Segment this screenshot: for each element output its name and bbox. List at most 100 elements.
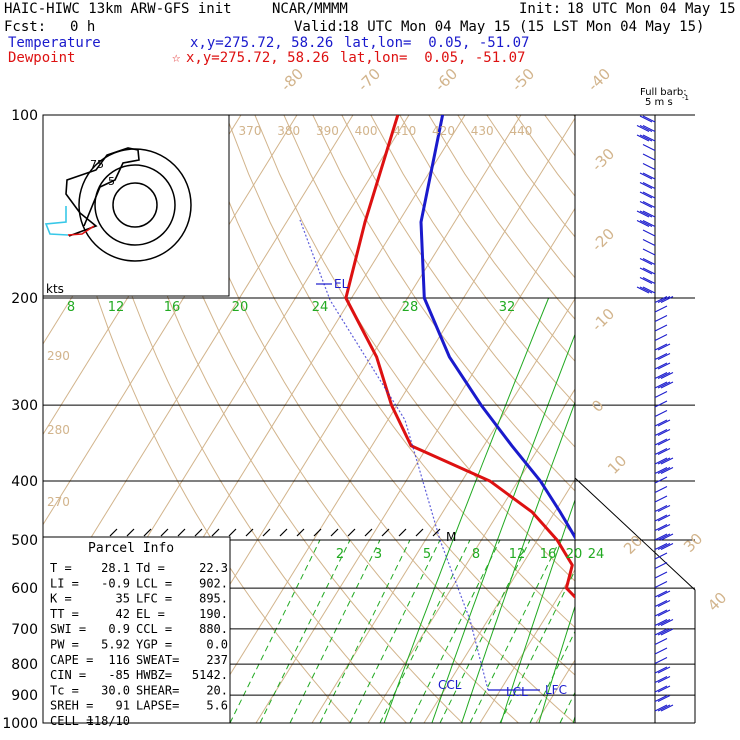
wind-barb bbox=[654, 391, 668, 398]
mixing-ratio-label: 24 bbox=[588, 547, 605, 562]
pressure-tick-label: 700 bbox=[11, 622, 38, 638]
wind-barb bbox=[657, 533, 671, 541]
wind-barb bbox=[636, 134, 650, 142]
dry-adiabat-line bbox=[196, 115, 575, 676]
pressure-tick-label: 300 bbox=[11, 398, 38, 414]
plot-border bbox=[42, 114, 576, 724]
wind-barb bbox=[642, 201, 656, 208]
pressure-tick-label: 200 bbox=[11, 291, 38, 307]
wind-barb bbox=[642, 210, 656, 218]
wind-barb bbox=[657, 676, 671, 683]
temperature-latlon: lat,lon= 0.05, -51.07 bbox=[344, 35, 530, 51]
dry-adiabat-line bbox=[370, 115, 575, 405]
dry-adiabat-line bbox=[661, 115, 740, 736]
isotherm-line bbox=[535, 659, 575, 723]
isotherm-line bbox=[43, 115, 298, 526]
wind-barb bbox=[654, 448, 668, 455]
isotherm-label: -70 bbox=[354, 65, 384, 95]
mixing-ratio-label: 2 bbox=[336, 547, 344, 562]
wind-barb bbox=[654, 657, 668, 664]
valid-value: 18 UTC Mon 04 May 15 (15 LST Mon 04 May … bbox=[342, 19, 705, 35]
moist-adiabat-line bbox=[469, 539, 561, 723]
lcl-label: LCL bbox=[506, 685, 528, 699]
wind-barb bbox=[657, 619, 671, 626]
freezing-level-tick bbox=[364, 528, 373, 537]
wind-barb bbox=[654, 676, 668, 683]
parcel-row-label: K = bbox=[50, 592, 72, 606]
wind-barb bbox=[654, 381, 668, 389]
melting-level-label: M bbox=[446, 530, 456, 544]
theta-label: 380 bbox=[277, 124, 300, 138]
wind-barb bbox=[657, 429, 671, 436]
wind-barb bbox=[660, 381, 674, 389]
lfc-label: LFC bbox=[545, 683, 567, 697]
mixing-ratio-label: 16 bbox=[164, 300, 181, 315]
parcel-row-value: 5.92 bbox=[101, 638, 130, 652]
dewpoint-star-icon: ☆ bbox=[172, 50, 181, 66]
wind-barb bbox=[654, 581, 668, 588]
isotherm-label: 10 bbox=[604, 452, 630, 478]
wind-barb bbox=[636, 220, 650, 227]
wind-barb bbox=[639, 182, 653, 189]
theta-label: 370 bbox=[239, 124, 262, 138]
isotherm-line bbox=[423, 478, 575, 723]
wind-barb bbox=[639, 286, 653, 294]
hodograph-trace-surface bbox=[67, 225, 95, 236]
parcel-row-label: CIN = bbox=[50, 668, 86, 682]
dry-adiabat-line bbox=[341, 115, 575, 448]
pressure-tick-label: 1000 bbox=[2, 716, 38, 732]
mixing-ratio-line bbox=[461, 400, 575, 723]
wind-barb bbox=[657, 467, 671, 474]
freezing-level-tick bbox=[177, 528, 186, 537]
mixing-ratio-label: 20 bbox=[566, 547, 583, 562]
wind-barb bbox=[654, 609, 668, 617]
parcel-row-value: 5142. bbox=[192, 668, 228, 682]
wind-barb bbox=[639, 134, 653, 142]
wind-barb bbox=[654, 495, 668, 503]
freezing-level-tick bbox=[160, 528, 169, 537]
wind-barb bbox=[642, 239, 656, 246]
wind-barb bbox=[654, 562, 668, 569]
wind-barb bbox=[654, 296, 668, 303]
wind-barb bbox=[657, 685, 671, 693]
moist-adiabat-line bbox=[259, 539, 351, 723]
wind-barb bbox=[654, 334, 668, 341]
wind-barb bbox=[657, 543, 671, 550]
freezing-level-tick bbox=[398, 528, 407, 537]
wind-barb bbox=[657, 505, 671, 512]
wind-barb bbox=[636, 125, 650, 132]
wind-barb bbox=[654, 685, 668, 693]
mixing-ratio-label: 20 bbox=[232, 300, 249, 315]
moist-adiabat-line bbox=[319, 539, 411, 723]
wind-barb bbox=[639, 201, 653, 208]
parcel-info-box: Parcel Info T = 28.1 Td = 22.3 LI = -0.9 LCL = 9… bbox=[42, 536, 231, 728]
wind-barb bbox=[657, 353, 671, 360]
valid-label: Valid: bbox=[294, 19, 345, 35]
wind-barb bbox=[654, 600, 668, 607]
wind-barb bbox=[642, 172, 656, 180]
isotherm-line bbox=[255, 207, 575, 723]
wind-barb bbox=[639, 125, 653, 132]
dry-adiabat-line bbox=[486, 115, 575, 238]
parcel-row-value: 91 bbox=[116, 699, 130, 713]
mixing-ratio-line bbox=[632, 298, 740, 736]
dry-adiabat-line bbox=[399, 115, 575, 362]
wind-barb bbox=[642, 153, 656, 161]
parcel-row-value: -85 bbox=[108, 668, 130, 682]
wind-barb bbox=[654, 343, 668, 351]
dry-adiabat-line bbox=[632, 115, 740, 736]
parcel-row-value: 28.1 bbox=[101, 561, 130, 575]
wind-barb bbox=[654, 324, 668, 332]
wind-barb bbox=[642, 191, 656, 199]
wind-barb bbox=[639, 115, 653, 123]
mixing-ratio-label: 12 bbox=[509, 547, 526, 562]
parcel-path bbox=[299, 219, 489, 691]
isotherm-line bbox=[43, 115, 354, 616]
hodograph-trace-low bbox=[44, 206, 69, 236]
freezing-level-tick bbox=[432, 528, 441, 537]
hodograph-ring-label: 5 bbox=[108, 175, 115, 188]
isotherm-label: -60 bbox=[431, 65, 461, 95]
mixing-ratio-line bbox=[538, 604, 575, 723]
freezing-level-tick bbox=[330, 528, 339, 537]
parcel-row-value: 0.9 bbox=[108, 622, 130, 636]
